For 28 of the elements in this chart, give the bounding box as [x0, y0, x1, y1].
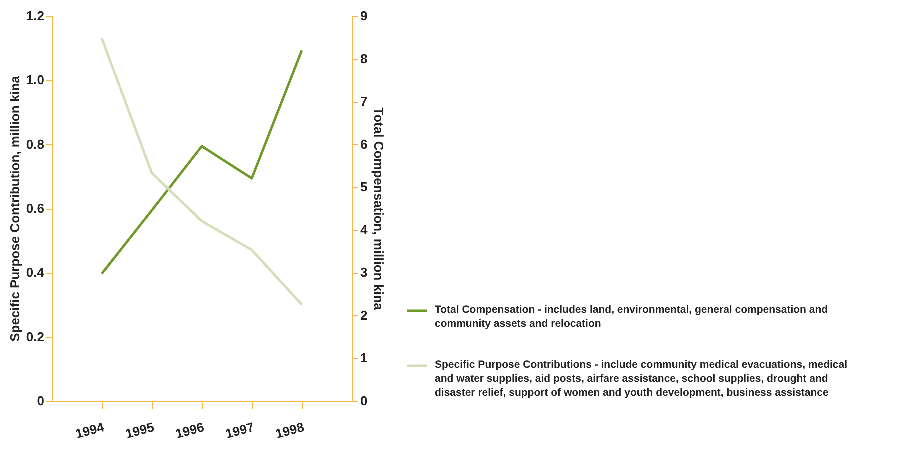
x-tick-label: 1994 [74, 419, 107, 442]
y-tick-label: 0.6 [26, 201, 44, 216]
y-tick-label: 1.0 [26, 72, 44, 88]
legend-label: Total Compensation - includes land, environmental, general compensation and community assets and relocation [435, 304, 828, 330]
x-tick-label: 1995 [124, 420, 156, 442]
y2-tick-label: 0 [360, 394, 368, 408]
y2-tick-label: 6 [360, 136, 368, 152]
y2-tick-label: 7 [360, 94, 368, 110]
x-tick-label: 1996 [174, 420, 206, 442]
y2-tick-label: 2 [360, 308, 368, 323]
y-tick-label: 0 [37, 394, 44, 408]
y2-tick-label: 4 [360, 222, 368, 238]
y-tick-label: 0.2 [26, 329, 44, 344]
y2-tick-label: 1 [360, 350, 368, 366]
y2-tick-label: 3 [360, 265, 368, 280]
y-tick-label: 1.2 [26, 8, 44, 24]
legend-label: Specific Purpose Contributions - include community medical evacuations, medical and water supplies, aid posts, airfare assistance, school supplies, drought and disaster relief, support of women and youth development, business assistance [435, 359, 848, 399]
y2-tick-label: 5 [360, 180, 368, 195]
x-tick-label: 1997 [224, 420, 256, 442]
y-axis-title: Specific Purpose Contribution, million kina [7, 75, 22, 342]
line-series [100, 37, 304, 306]
y2-tick-label: 9 [360, 8, 368, 24]
y2-axis-title: Total Compensation, million kina [372, 108, 387, 312]
y-tick-label: 0.4 [26, 265, 46, 280]
x-tick-label: 1998 [274, 420, 306, 442]
line-series [100, 49, 304, 276]
y2-tick-label: 8 [360, 51, 368, 66]
y-tick-label: 0.8 [26, 136, 44, 152]
